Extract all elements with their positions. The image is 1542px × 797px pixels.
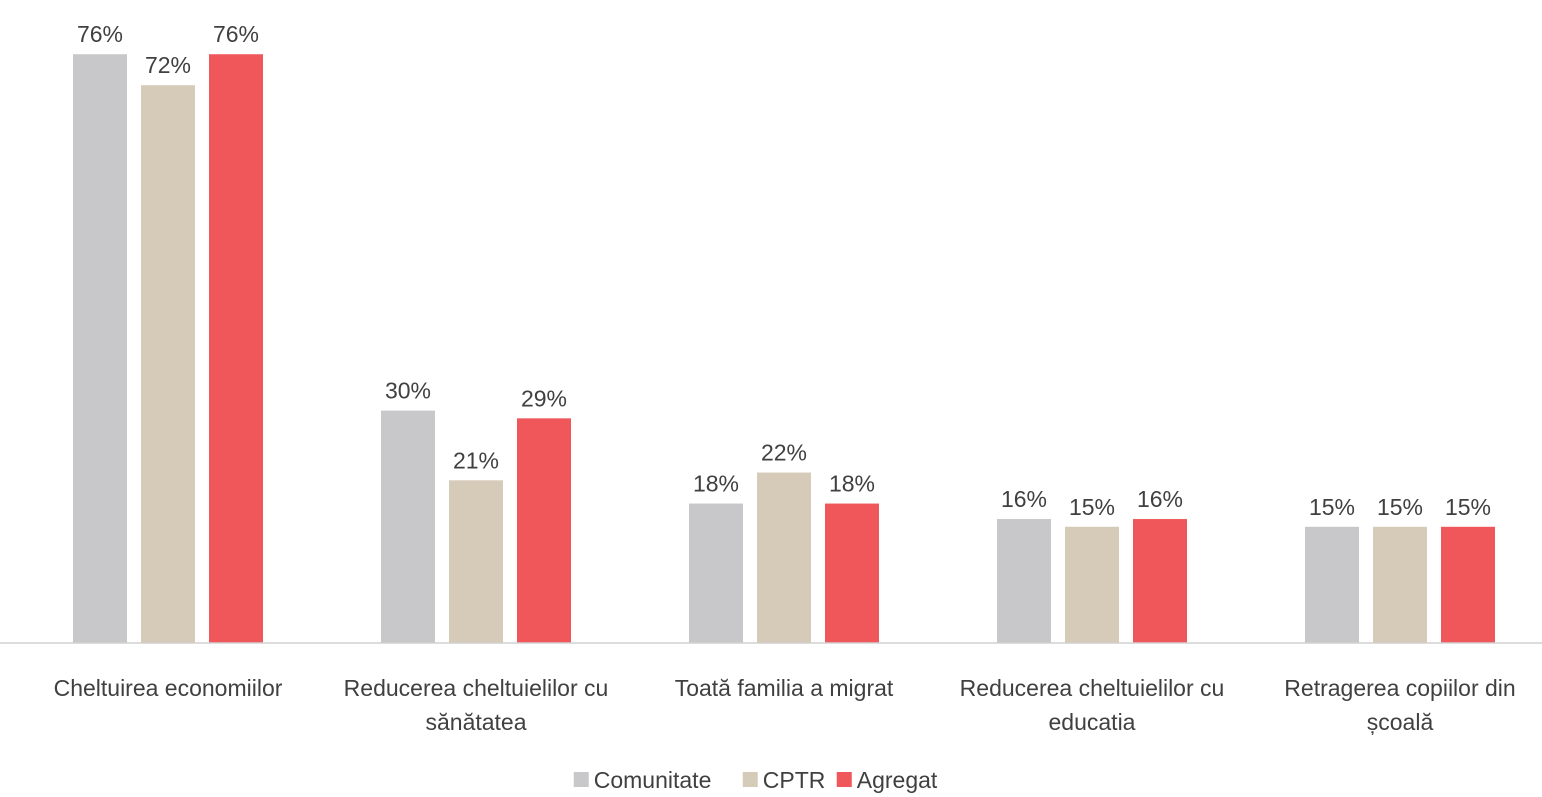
x-tick-label: Reducerea cheltuielilor cu educatia xyxy=(959,675,1225,735)
x-tick-label: Cheltuirea economiilor xyxy=(53,675,283,701)
legend-label: Agregat xyxy=(857,767,938,793)
data-label: 72% xyxy=(145,52,191,78)
bar xyxy=(825,503,879,643)
bar xyxy=(1065,526,1119,643)
bar xyxy=(997,519,1051,643)
data-label: 16% xyxy=(1137,486,1183,512)
data-label: 76% xyxy=(77,21,123,47)
data-label: 15% xyxy=(1069,494,1115,520)
bar xyxy=(1305,526,1359,643)
bar xyxy=(1373,526,1427,643)
x-tick-label: Reducerea cheltuielilor cu sănătatea xyxy=(343,675,609,735)
bar xyxy=(209,54,263,643)
x-tick-label: Toată familia a migrat xyxy=(674,675,894,701)
data-label: 18% xyxy=(829,471,875,497)
bar xyxy=(449,480,503,643)
bar xyxy=(689,503,743,643)
data-label: 21% xyxy=(453,447,499,473)
data-label: 76% xyxy=(213,21,259,47)
data-label: 29% xyxy=(521,385,567,411)
data-label: 15% xyxy=(1445,494,1491,520)
data-label: 15% xyxy=(1309,494,1355,520)
data-label: 15% xyxy=(1377,494,1423,520)
legend-label: CPTR xyxy=(763,767,826,793)
data-label: 18% xyxy=(693,471,739,497)
bar xyxy=(1133,519,1187,643)
bar xyxy=(757,472,811,643)
bar xyxy=(141,85,195,644)
bar xyxy=(517,418,571,643)
legend-swatch xyxy=(742,772,758,787)
data-label: 22% xyxy=(761,440,807,466)
data-label: 30% xyxy=(385,378,431,404)
x-tick-label: Retragerea copiilor din școală xyxy=(1284,675,1516,735)
bar xyxy=(73,54,127,643)
legend-label: Comunitate xyxy=(594,767,712,793)
legend-swatch xyxy=(573,772,589,787)
bar xyxy=(1441,526,1495,643)
data-label: 16% xyxy=(1001,486,1047,512)
legend-swatch xyxy=(836,772,852,787)
bar xyxy=(381,410,435,643)
